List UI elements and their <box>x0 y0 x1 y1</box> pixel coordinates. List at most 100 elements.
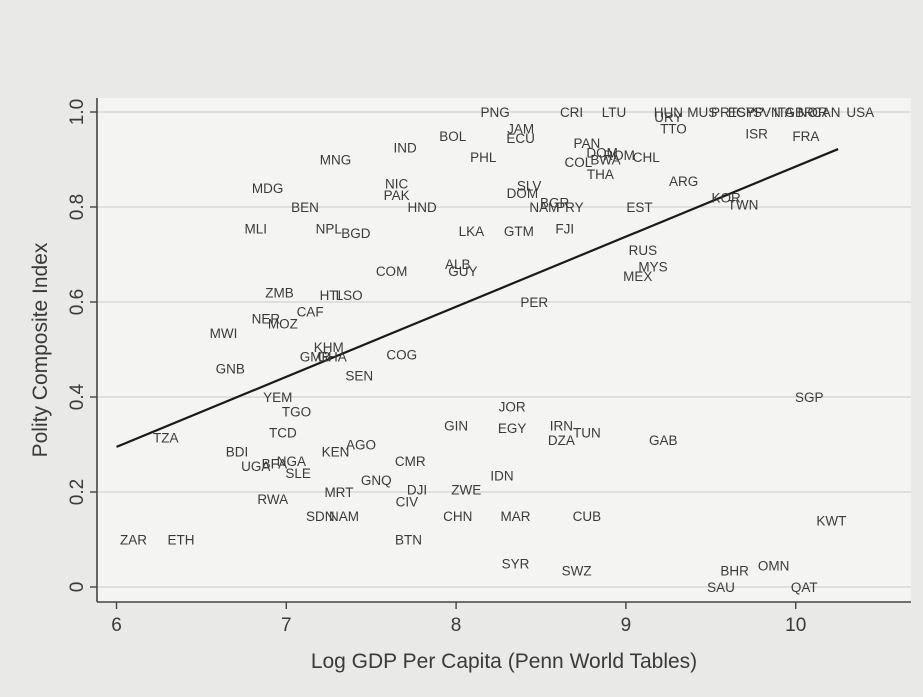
country-label: KOR <box>711 191 741 206</box>
fit-line <box>116 148 839 448</box>
x-tick-label: 10 <box>785 615 806 636</box>
country-label: TUN <box>573 426 601 441</box>
y-tick-label: 0 <box>67 582 88 593</box>
fit-line-group <box>116 148 839 448</box>
country-label: EST <box>626 200 652 215</box>
country-label: TWN <box>728 198 759 213</box>
country-label: URY <box>654 110 682 125</box>
country-label: SVN <box>753 105 781 120</box>
country-label: SGP <box>795 390 824 405</box>
x-tick-label: 6 <box>111 615 122 636</box>
country-label: YEM <box>263 390 292 405</box>
country-label: GIN <box>444 419 468 434</box>
country-label: MDG <box>252 181 284 196</box>
country-label: KWT <box>816 514 846 529</box>
country-label: MRT <box>324 485 353 500</box>
country-label: TCD <box>269 426 297 441</box>
country-label: GNB <box>216 362 245 377</box>
country-label: GMB <box>300 350 331 365</box>
country-label: HND <box>408 200 437 215</box>
country-label: ZAR <box>120 533 147 548</box>
y-axis-title: Polity Composite Index <box>29 242 52 457</box>
country-label: UGA <box>241 459 270 474</box>
country-label: IND <box>394 141 418 156</box>
x-tick-label: 8 <box>451 615 462 636</box>
country-label: DOM <box>586 145 618 160</box>
country-label: CYP <box>736 105 764 120</box>
y-tick-label: 0.8 <box>67 194 88 220</box>
country-label: ALB <box>445 257 471 272</box>
country-label: COG <box>386 347 417 362</box>
country-label: COM <box>376 264 408 279</box>
country-label: PER <box>520 295 548 310</box>
country-label: CIV <box>396 495 419 510</box>
country-label: ZWE <box>451 483 481 498</box>
country-label: EGY <box>498 421 527 436</box>
country-label: GBR <box>784 105 814 120</box>
country-label: TZA <box>153 430 179 445</box>
country-label: LKA <box>459 224 485 239</box>
country-label: BHR <box>720 563 749 578</box>
y-tick-label: 0.6 <box>67 289 88 315</box>
country-label: SLV <box>517 179 542 194</box>
country-label: GHA <box>318 350 347 365</box>
country-label: GNQ <box>361 473 392 488</box>
country-label: NAM <box>329 509 359 524</box>
country-label: MUS <box>687 105 717 120</box>
country-label: BEN <box>291 200 319 215</box>
country-label: PNG <box>481 105 510 120</box>
country-label: BFA <box>262 457 288 472</box>
country-label: PRT <box>711 105 738 120</box>
country-label: MOZ <box>268 316 298 331</box>
country-label: NAM <box>529 200 559 215</box>
country-label: RWA <box>257 492 288 507</box>
tick-labels: 0 0.2 0.4 0.6 0.8 1.0 6 7 8 9 10 <box>67 99 806 636</box>
country-label: JOR <box>499 400 526 415</box>
country-label: BDI <box>226 445 249 460</box>
y-tick-label: 0.4 <box>67 383 88 410</box>
country-label: NOR <box>798 105 828 120</box>
country-label: PRY <box>556 200 584 215</box>
country-label: SLE <box>285 466 311 481</box>
country-label: TGO <box>282 404 311 419</box>
country-label: ETH <box>168 533 195 548</box>
country-label: CRI <box>560 105 583 120</box>
country-label: BOL <box>439 129 467 144</box>
country-label: TTO <box>660 122 687 137</box>
country-label: HTI <box>320 288 342 303</box>
country-label: DZA <box>548 433 575 448</box>
x-tick-label: 7 <box>281 615 292 636</box>
country-label: MNG <box>320 153 352 168</box>
country-label: JAM <box>507 122 534 137</box>
country-label: NER <box>252 312 281 327</box>
country-label: PAN <box>573 136 600 151</box>
country-label: QAT <box>791 580 818 595</box>
country-label: BGR <box>540 195 570 210</box>
country-label: DJI <box>407 483 427 498</box>
country-label: USA <box>846 105 874 120</box>
country-label: NPL <box>316 221 343 236</box>
country-label: OMN <box>758 559 790 574</box>
country-label: BTN <box>395 533 422 548</box>
country-label: CAF <box>297 305 324 320</box>
country-label: THA <box>587 167 614 182</box>
country-label: DOM <box>507 186 539 201</box>
y-tick-label: 0.2 <box>67 479 88 505</box>
country-label: SAU <box>707 580 735 595</box>
country-label: CAN <box>812 105 841 120</box>
country-label: HUN <box>654 105 683 120</box>
country-label: ROM <box>603 148 635 163</box>
x-tick-label: 9 <box>621 615 632 636</box>
country-label: MEX <box>623 269 652 284</box>
gridlines <box>97 111 911 588</box>
country-label: LSO <box>336 288 363 303</box>
axes <box>90 98 911 609</box>
country-label: SDN <box>306 509 335 524</box>
country-label: SYR <box>502 556 530 571</box>
country-label: GTM <box>504 224 534 239</box>
country-label: KEN <box>322 445 350 460</box>
x-axis-title: Log GDP Per Capita (Penn World Tables) <box>311 650 697 673</box>
country-label: FJI <box>555 221 574 236</box>
